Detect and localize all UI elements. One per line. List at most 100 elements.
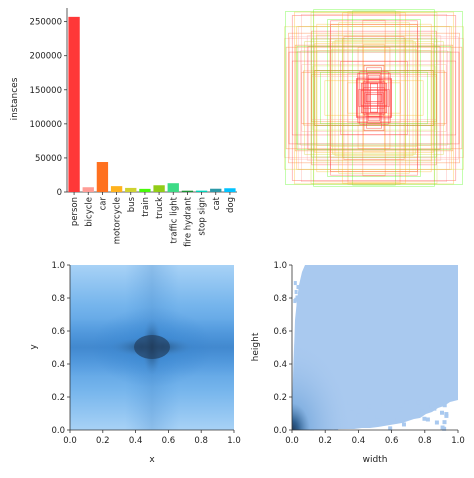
bbox-outline [306,35,442,161]
bbox-outline [296,26,452,170]
bbox-outline [285,11,463,185]
xy-heatmap-core-center [134,335,170,359]
bar-bicycle [82,187,94,192]
wh-heatmap-core [292,340,352,430]
bar-x-tick-label: car [98,197,108,211]
bar-x-tick-label: bicycle [84,197,94,227]
wh-x-tick-label: 1.0 [451,436,465,446]
bbox-outline [301,64,447,132]
bar-x-tick-label: train [141,197,151,217]
bar-dog [224,188,236,192]
bar-y-axis-label: instances [10,77,20,120]
bbox-outline [311,75,437,121]
bar-y-tick-label: 0 [57,188,62,198]
bar-x-tick-label: cat [212,196,222,210]
wh-speck [422,416,427,421]
wh-speck [404,400,409,405]
bbox-outline [369,89,379,107]
bbox-outline [369,83,379,113]
bbox-outline [288,32,460,164]
wh-speck [383,405,388,410]
wh-speck [388,426,393,431]
bbox-outline [310,12,438,184]
bbox-outline [291,15,457,181]
wh-speck [420,409,425,414]
bbox-outline [294,11,454,185]
bbox-outline [313,13,435,183]
bbox-outline [307,46,441,150]
wh-speck [432,406,437,411]
xy-x-tick-label: 0.8 [194,436,208,446]
bar-x-tick-label: stop sign [198,197,208,236]
bar-y-tick-label: 150000 [30,86,62,96]
bar-person [68,16,80,193]
wh-speck [375,414,380,419]
bbox-outline [320,71,428,125]
wh-speck [395,417,400,422]
bbox-outline [327,19,421,177]
bar-stop-sign [195,190,208,192]
wh-x-axis-label: width [363,455,388,465]
bbox-outline [366,67,382,129]
bbox-outline [313,9,435,187]
bar-cat [210,188,222,192]
bbox-outline [365,93,383,103]
bbox-outline [304,41,444,155]
bar-y-tick-label: 50000 [35,154,62,164]
bbox-outline [347,11,401,185]
bbox-outline [342,12,406,184]
xy-x-tick-label: 1.0 [227,436,241,446]
bar-x-tick-label: truck [155,197,165,219]
bbox-outline [330,49,418,147]
bbox-outline [358,89,390,107]
bar-x-tick-label: bus [127,196,137,212]
bbox-outline [367,72,381,124]
bar-train [139,188,151,192]
class-instances-bar-chart: 0 50000 100000 150000 200000 250000 person bicy… [10,8,237,247]
bbox-outline [364,79,384,117]
wh-speck [385,409,390,414]
xy-y-tick-label: 0.4 [51,360,65,370]
bar-x-tick-label: traffic light [169,196,179,243]
bar-x-tick-label: person [70,197,80,226]
wh-speck [442,420,447,425]
bbox-outline [303,70,445,126]
bounding-box-overlay [284,9,464,187]
wh-x-tick-label: 0.4 [352,436,366,446]
wh-speck [296,300,300,305]
wh-x-tick-label: 0.8 [418,436,432,446]
bbox-outline [301,72,447,124]
width-height-heatmap: 0.00.0 0.2 0.2 0.4 0.4 0.6 0.6 0.8 0.8 1.0 1.0 wid… [251,261,465,465]
bbox-outline [334,40,414,156]
wh-y-tick-label: 0.2 [273,393,287,403]
xy-x-tick-label: 0.0 [63,436,77,446]
wh-speck [401,422,406,427]
wh-x-tick-label: 0.0 [285,436,299,446]
xy-center-heatmap: 0.00.0 0.2 0.2 0.4 0.4 0.6 0.6 0.8 0.8 1.0 1.0 x y [29,261,241,465]
wh-speck [442,426,447,431]
wh-speck [398,407,403,412]
bar-motorcycle [110,186,123,192]
bbox-outline [284,26,464,170]
bar-x-tick-label: motorcycle [113,197,123,244]
xy-y-tick-label: 1.0 [51,261,65,271]
wh-speck [294,289,298,294]
bbox-outline [296,45,452,151]
bar-truck [153,185,165,192]
bbox-outline [365,94,383,102]
wh-y-tick-label: 0.4 [273,360,287,370]
bbox-outline [313,38,435,158]
xy-x-tick-label: 0.4 [129,436,143,446]
wh-speck [356,413,361,418]
bbox-outline [297,26,451,170]
bbox-outline [364,92,384,104]
bbox-outline [330,20,418,176]
wh-speck [295,295,299,300]
bbox-outline [356,78,392,118]
bbox-outline [313,70,435,126]
wh-speck [440,410,445,415]
bbox-outline [338,22,410,174]
wh-y-tick-label: 1.0 [273,261,287,271]
bbox-outline [314,42,434,154]
